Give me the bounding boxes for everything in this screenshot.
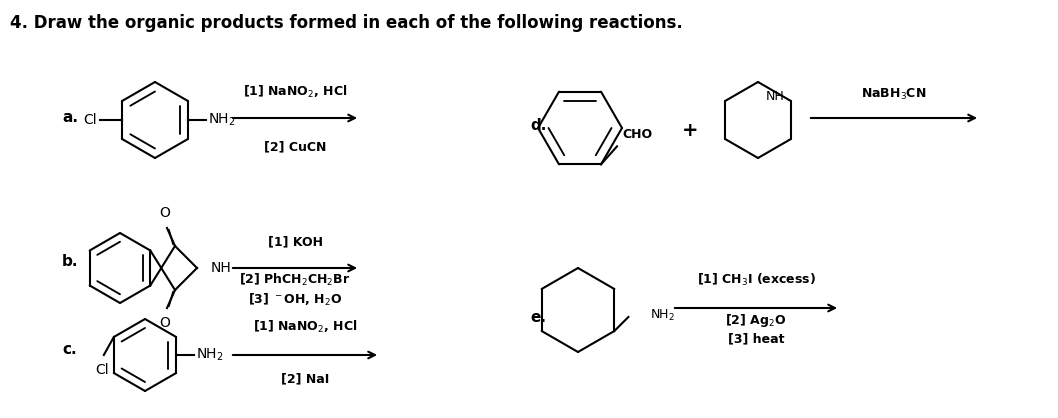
Text: e.: e. (530, 311, 546, 326)
Text: [2] PhCH$_2$CH$_2$Br: [2] PhCH$_2$CH$_2$Br (239, 272, 351, 288)
Text: Cl: Cl (95, 363, 109, 377)
Text: [1] NaNO$_2$, HCl: [1] NaNO$_2$, HCl (243, 84, 347, 100)
Text: NH: NH (766, 90, 785, 103)
Text: NaBH$_3$CN: NaBH$_3$CN (861, 87, 927, 102)
Text: +: + (681, 120, 698, 140)
Text: Cl: Cl (84, 113, 97, 127)
Text: NH$_2$: NH$_2$ (208, 112, 236, 128)
Text: [1] NaNO$_2$, HCl: [1] NaNO$_2$, HCl (253, 319, 358, 335)
Text: [1] CH$_3$I (excess): [1] CH$_3$I (excess) (696, 272, 816, 288)
Text: d.: d. (530, 117, 546, 133)
Text: O: O (160, 206, 170, 220)
Text: [2] Ag$_2$O: [2] Ag$_2$O (726, 312, 786, 329)
Text: NH$_2$: NH$_2$ (196, 347, 224, 363)
Text: [3] $^-$OH, H$_2$O: [3] $^-$OH, H$_2$O (248, 292, 342, 308)
Text: [2] NaI: [2] NaI (280, 372, 329, 385)
Text: b.: b. (62, 255, 78, 270)
Text: NH$_2$: NH$_2$ (651, 308, 675, 323)
Text: NH: NH (211, 261, 232, 275)
Text: CHO: CHO (622, 128, 652, 141)
Text: a.: a. (62, 110, 78, 125)
Text: 4. Draw the organic products formed in each of the following reactions.: 4. Draw the organic products formed in e… (10, 14, 682, 32)
Text: [3] heat: [3] heat (728, 332, 784, 345)
Text: c.: c. (62, 342, 76, 357)
Text: [2] CuCN: [2] CuCN (263, 140, 326, 153)
Text: [1] KOH: [1] KOH (268, 235, 323, 248)
Text: O: O (160, 316, 170, 330)
